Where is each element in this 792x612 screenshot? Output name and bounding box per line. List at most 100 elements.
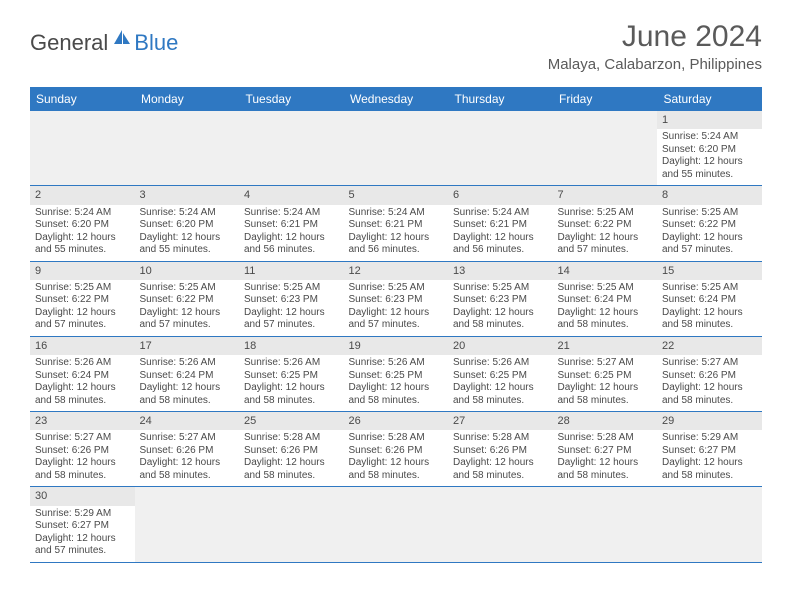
calendar-cell: 30Sunrise: 5:29 AMSunset: 6:27 PMDayligh… — [30, 487, 135, 562]
calendar-cell: 21Sunrise: 5:27 AMSunset: 6:25 PMDayligh… — [553, 336, 658, 411]
location: Malaya, Calabarzon, Philippines — [548, 56, 762, 73]
day-details: Sunrise: 5:27 AMSunset: 6:26 PMDaylight:… — [140, 432, 235, 482]
day-header-row: Sunday Monday Tuesday Wednesday Thursday… — [30, 87, 762, 111]
calendar-week-row: 1 Sunrise: 5:24 AMSunset: 6:20 PMDaylight… — [30, 111, 762, 186]
calendar-cell — [448, 487, 553, 562]
day-details: Sunrise: 5:24 AMSunset: 6:21 PMDaylight:… — [244, 207, 339, 257]
day-number: 25 — [239, 412, 344, 430]
calendar-week-row: 9Sunrise: 5:25 AMSunset: 6:22 PMDaylight… — [30, 261, 762, 336]
calendar-cell: 16Sunrise: 5:26 AMSunset: 6:24 PMDayligh… — [30, 336, 135, 411]
calendar-cell: 4 Sunrise: 5:24 AMSunset: 6:21 PMDaylight… — [239, 186, 344, 261]
day-number: 13 — [448, 262, 553, 280]
calendar-cell: 15 Sunrise: 5:25 AMSunset: 6:24 PMDayligh… — [657, 261, 762, 336]
day-details: Sunrise: 5:28 AMSunset: 6:26 PMDaylight:… — [244, 432, 339, 482]
day-number: 1 — [657, 111, 762, 129]
day-details: Sunrise: 5:27 AMSunset: 6:26 PMDaylight:… — [35, 432, 130, 482]
calendar-cell: 11Sunrise: 5:25 AMSunset: 6:23 PMDayligh… — [239, 261, 344, 336]
day-details: Sunrise: 5:27 AMSunset: 6:25 PMDaylight:… — [558, 357, 653, 407]
day-number: 3 — [135, 186, 240, 204]
day-number: 6 — [448, 186, 553, 204]
calendar-cell: 29 Sunrise: 5:29 AMSunset: 6:27 PMDayligh… — [657, 412, 762, 487]
day-number: 4 — [239, 186, 344, 204]
calendar-cell — [657, 487, 762, 562]
calendar-week-row: 30Sunrise: 5:29 AMSunset: 6:27 PMDayligh… — [30, 487, 762, 562]
month-title: June 2024 — [548, 20, 762, 54]
logo-text-blue: Blue — [134, 30, 178, 56]
day-number: 16 — [30, 337, 135, 355]
day-header: Monday — [135, 87, 240, 111]
day-details: Sunrise: 5:25 AMSunset: 6:23 PMDaylight:… — [349, 282, 444, 332]
day-number: 24 — [135, 412, 240, 430]
calendar-cell: 28Sunrise: 5:28 AMSunset: 6:27 PMDayligh… — [553, 412, 658, 487]
logo: General Blue — [30, 28, 178, 58]
day-details: Sunrise: 5:28 AMSunset: 6:26 PMDaylight:… — [453, 432, 548, 482]
day-number: 22 — [657, 337, 762, 355]
day-number: 8 — [657, 186, 762, 204]
day-number: 26 — [344, 412, 449, 430]
calendar-cell: 18Sunrise: 5:26 AMSunset: 6:25 PMDayligh… — [239, 336, 344, 411]
calendar-body: 1 Sunrise: 5:24 AMSunset: 6:20 PMDaylight… — [30, 111, 762, 562]
day-number: 15 — [657, 262, 762, 280]
calendar-week-row: 2 Sunrise: 5:24 AMSunset: 6:20 PMDaylight… — [30, 186, 762, 261]
day-header: Friday — [553, 87, 658, 111]
day-details: Sunrise: 5:24 AMSunset: 6:20 PMDaylight:… — [35, 207, 130, 257]
calendar-cell: 12 Sunrise: 5:25 AMSunset: 6:23 PMDayligh… — [344, 261, 449, 336]
day-details: Sunrise: 5:27 AMSunset: 6:26 PMDaylight:… — [662, 357, 757, 407]
calendar-cell: 10Sunrise: 5:25 AMSunset: 6:22 PMDayligh… — [135, 261, 240, 336]
calendar-cell — [344, 111, 449, 186]
calendar-cell: 1 Sunrise: 5:24 AMSunset: 6:20 PMDaylight… — [657, 111, 762, 186]
calendar-cell: 13 Sunrise: 5:25 AMSunset: 6:23 PMDayligh… — [448, 261, 553, 336]
day-header: Saturday — [657, 87, 762, 111]
day-number: 7 — [553, 186, 658, 204]
day-header: Thursday — [448, 87, 553, 111]
calendar-cell: 5 Sunrise: 5:24 AMSunset: 6:21 PMDaylight… — [344, 186, 449, 261]
day-details: Sunrise: 5:25 AMSunset: 6:24 PMDaylight:… — [662, 282, 757, 332]
day-number: 20 — [448, 337, 553, 355]
day-details: Sunrise: 5:25 AMSunset: 6:24 PMDaylight:… — [558, 282, 653, 332]
day-details: Sunrise: 5:25 AMSunset: 6:22 PMDaylight:… — [35, 282, 130, 332]
day-details: Sunrise: 5:25 AMSunset: 6:22 PMDaylight:… — [662, 207, 757, 257]
calendar-table: Sunday Monday Tuesday Wednesday Thursday… — [30, 87, 762, 563]
calendar-cell: 6 Sunrise: 5:24 AMSunset: 6:21 PMDaylight… — [448, 186, 553, 261]
calendar-cell: 9Sunrise: 5:25 AMSunset: 6:22 PMDaylight… — [30, 261, 135, 336]
logo-text-general: General — [30, 30, 108, 56]
calendar-cell — [239, 111, 344, 186]
day-header: Sunday — [30, 87, 135, 111]
day-details: Sunrise: 5:26 AMSunset: 6:25 PMDaylight:… — [244, 357, 339, 407]
calendar-cell — [344, 487, 449, 562]
calendar-cell: 27Sunrise: 5:28 AMSunset: 6:26 PMDayligh… — [448, 412, 553, 487]
logo-sail-icon — [112, 28, 132, 46]
calendar-cell — [448, 111, 553, 186]
day-details: Sunrise: 5:25 AMSunset: 6:23 PMDaylight:… — [453, 282, 548, 332]
day-details: Sunrise: 5:25 AMSunset: 6:22 PMDaylight:… — [558, 207, 653, 257]
day-details: Sunrise: 5:24 AMSunset: 6:20 PMDaylight:… — [662, 131, 757, 181]
day-details: Sunrise: 5:29 AMSunset: 6:27 PMDaylight:… — [35, 508, 130, 558]
day-number: 19 — [344, 337, 449, 355]
calendar-cell: 2 Sunrise: 5:24 AMSunset: 6:20 PMDaylight… — [30, 186, 135, 261]
header: General Blue June 2024 Malaya, Calabarzo… — [0, 0, 792, 81]
day-details: Sunrise: 5:24 AMSunset: 6:21 PMDaylight:… — [453, 207, 548, 257]
day-number: 29 — [657, 412, 762, 430]
day-details: Sunrise: 5:24 AMSunset: 6:21 PMDaylight:… — [349, 207, 444, 257]
day-details: Sunrise: 5:28 AMSunset: 6:27 PMDaylight:… — [558, 432, 653, 482]
day-details: Sunrise: 5:25 AMSunset: 6:23 PMDaylight:… — [244, 282, 339, 332]
calendar-cell — [30, 111, 135, 186]
calendar-week-row: 23 Sunrise: 5:27 AMSunset: 6:26 PMDayligh… — [30, 412, 762, 487]
day-number: 17 — [135, 337, 240, 355]
day-details: Sunrise: 5:28 AMSunset: 6:26 PMDaylight:… — [349, 432, 444, 482]
calendar-cell — [553, 487, 658, 562]
calendar-cell — [135, 111, 240, 186]
day-details: Sunrise: 5:29 AMSunset: 6:27 PMDaylight:… — [662, 432, 757, 482]
calendar-cell: 8 Sunrise: 5:25 AMSunset: 6:22 PMDaylight… — [657, 186, 762, 261]
day-number: 23 — [30, 412, 135, 430]
title-block: June 2024 Malaya, Calabarzon, Philippine… — [548, 20, 762, 73]
calendar-cell: 17Sunrise: 5:26 AMSunset: 6:24 PMDayligh… — [135, 336, 240, 411]
calendar-cell: 14Sunrise: 5:25 AMSunset: 6:24 PMDayligh… — [553, 261, 658, 336]
calendar-cell — [553, 111, 658, 186]
day-number: 2 — [30, 186, 135, 204]
calendar-cell: 22 Sunrise: 5:27 AMSunset: 6:26 PMDayligh… — [657, 336, 762, 411]
calendar-cell: 20Sunrise: 5:26 AMSunset: 6:25 PMDayligh… — [448, 336, 553, 411]
day-number: 12 — [344, 262, 449, 280]
day-number: 5 — [344, 186, 449, 204]
calendar-cell: 7 Sunrise: 5:25 AMSunset: 6:22 PMDaylight… — [553, 186, 658, 261]
